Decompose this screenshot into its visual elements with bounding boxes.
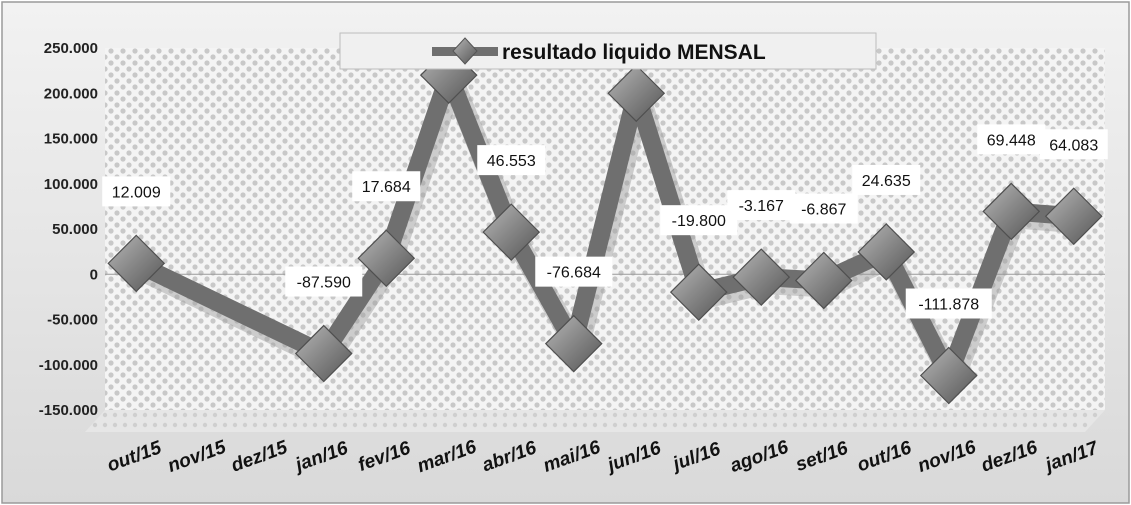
data-label: -6.867 bbox=[789, 193, 858, 224]
data-point-marker bbox=[482, 203, 541, 261]
y-tick-label: -100.000 bbox=[39, 357, 98, 374]
data-label-text: 24.635 bbox=[862, 173, 911, 190]
legend: resultado liquido MENSAL bbox=[339, 32, 877, 70]
y-tick-label: 150.000 bbox=[44, 131, 98, 148]
data-label: 46.553 bbox=[477, 145, 546, 176]
y-tick-label: 100.000 bbox=[44, 176, 98, 193]
data-label-box bbox=[789, 193, 858, 224]
data-point-marker bbox=[794, 251, 853, 310]
y-tick-label: 250.000 bbox=[44, 40, 98, 57]
data-point-marker bbox=[544, 314, 603, 373]
series-line bbox=[132, 49, 1075, 398]
data-label: 24.635 bbox=[852, 164, 921, 195]
legend-series-name: resultado liquido MENSAL bbox=[502, 41, 766, 64]
data-label-box bbox=[352, 171, 421, 202]
data-point-marker bbox=[1044, 187, 1103, 246]
data-label: -3.167 bbox=[727, 190, 796, 221]
data-point-marker bbox=[607, 64, 666, 123]
data-point-marker bbox=[982, 182, 1041, 241]
data-label-text: -111.878 bbox=[918, 296, 979, 313]
data-label: -19.800 bbox=[660, 205, 738, 236]
data-point-marker bbox=[732, 248, 791, 306]
data-label: 64.083 bbox=[1039, 129, 1108, 160]
y-tick-label: -150.000 bbox=[39, 402, 98, 419]
data-point-marker bbox=[669, 263, 728, 322]
data-label-text: 69.448 bbox=[987, 132, 1036, 149]
legend-diamond-icon bbox=[452, 37, 478, 65]
data-label-text: -87.590 bbox=[297, 275, 351, 292]
data-label-box bbox=[477, 145, 546, 176]
data-label-text: -6.867 bbox=[801, 201, 846, 218]
data-point-marker bbox=[919, 346, 978, 405]
data-label-text: -76.684 bbox=[547, 265, 601, 282]
data-label-box bbox=[905, 288, 992, 319]
data-label-box bbox=[102, 176, 171, 207]
data-label: 17.684 bbox=[352, 171, 421, 202]
data-label-text: 12.009 bbox=[112, 184, 161, 201]
data-point-marker bbox=[294, 324, 353, 383]
data-label-box bbox=[977, 124, 1046, 155]
data-label: -76.684 bbox=[535, 256, 613, 287]
data-label: -111.878 bbox=[905, 288, 992, 319]
series-markers-layer bbox=[107, 46, 1103, 405]
data-point-marker bbox=[107, 234, 166, 293]
data-label: 69.448 bbox=[977, 124, 1046, 155]
data-label-text: -3.167 bbox=[739, 198, 784, 215]
plot-floor bbox=[85, 410, 1105, 432]
data-label: -87.590 bbox=[285, 266, 363, 297]
y-tick-label: -50.000 bbox=[47, 312, 98, 329]
data-label-text: -19.800 bbox=[672, 213, 726, 230]
y-tick-label: 0 bbox=[90, 266, 98, 283]
data-label-text: 64.083 bbox=[1049, 137, 1098, 154]
data-label-text: 46.553 bbox=[487, 153, 536, 170]
data-label-box bbox=[852, 164, 921, 195]
data-label-text: 17.684 bbox=[362, 179, 411, 196]
data-label: 12.009 bbox=[102, 176, 171, 207]
data-label-box bbox=[1039, 129, 1108, 160]
data-labels-layer: 12.009-87.59017.68446.553-76.684-19.800-… bbox=[102, 124, 1108, 319]
data-label-box bbox=[660, 205, 738, 236]
data-point-marker bbox=[857, 223, 916, 281]
legend-box bbox=[339, 32, 877, 70]
y-axis-ticks: 250.000 200.000 150.000 100.000 50.000 0 -50.0… bbox=[39, 40, 98, 419]
y-tick-label: 50.000 bbox=[52, 221, 98, 238]
data-label-box bbox=[535, 256, 613, 287]
data-point-marker bbox=[357, 229, 416, 288]
data-label-box bbox=[285, 266, 363, 297]
y-tick-label: 200.000 bbox=[44, 85, 98, 102]
data-label-box bbox=[727, 190, 796, 221]
